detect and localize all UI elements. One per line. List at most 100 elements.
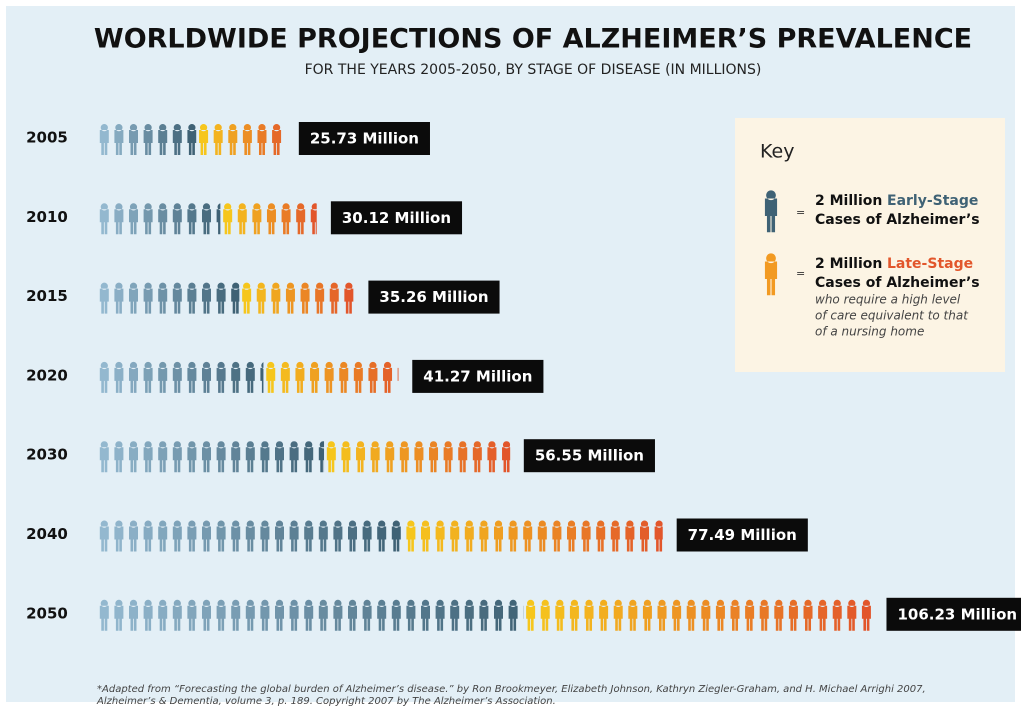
total-label-box [368,280,500,314]
person-icon [803,599,813,631]
icon-row-segment [99,203,221,235]
person-icon [143,599,153,631]
key-equals: = [796,206,805,219]
icon-row-segment [223,203,317,235]
person-icon [231,361,241,393]
person-icon [187,282,197,314]
key-unit: 2 Million [815,256,882,272]
person-icon [114,124,124,155]
person-icon [158,441,168,473]
icon-row-segment [526,599,871,631]
icon-row-segment [99,282,240,314]
person-icon [464,520,474,552]
person-icon [339,361,349,393]
person-icon [114,203,124,235]
person-icon [344,282,354,314]
person-icon [362,520,372,552]
person-icon [640,520,649,552]
person-icon [187,599,197,631]
person-icon [296,203,306,235]
person-icon [237,203,247,235]
person-icon [567,520,576,552]
key-text: Cases of Alzheimer’s [815,212,980,228]
person-icon [397,367,399,381]
person-icon [223,203,233,235]
person-icon [487,441,497,473]
person-icon [256,282,266,314]
total-label: 30.12 Million [342,209,451,227]
person-icon [310,361,320,393]
total-label: 41.27 Million [423,367,532,385]
person-icon [391,520,401,552]
key-box [735,118,1005,372]
person-icon [99,441,109,473]
person-icon [377,599,387,631]
person-icon [114,599,124,631]
person-icon [295,361,305,393]
category-label: 2015 [26,287,68,305]
key-note: who require a high level [815,293,961,307]
person-icon [300,282,310,314]
total-label: 106.23 Million [897,605,1017,623]
person-icon [199,124,209,155]
person-icon [450,599,460,631]
person-icon [508,520,518,552]
category-label: 2050 [26,604,68,622]
person-icon [266,361,276,393]
person-icon [774,599,784,631]
person-icon [172,599,182,631]
person-icon [143,124,153,155]
person-icon [128,599,138,631]
key-equals: = [796,267,805,280]
key-icon [764,190,778,233]
person-icon [99,282,109,314]
person-icon [143,203,153,235]
chart-subtitle: FOR THE YEARS 2005-2050, BY STAGE OF DIS… [305,62,762,78]
person-icon [383,361,393,393]
key-title: Key [760,141,794,163]
person-icon [285,282,295,314]
person-icon [599,599,609,631]
total-label: 56.55 Million [535,447,644,465]
person-icon [231,599,241,631]
person-icon [368,361,378,393]
total-label: 77.49 Million [688,526,797,544]
person-icon [158,124,168,155]
person-icon [158,203,168,235]
person-icon [435,599,445,631]
person-icon [581,520,591,552]
icon-row-segment [99,361,264,393]
icon-row-segment [99,599,524,631]
person-icon [260,362,264,393]
person-icon [143,441,153,473]
person-icon [245,599,255,631]
person-icon [201,441,211,473]
person-icon [216,361,226,393]
person-icon [266,203,276,235]
person-icon [610,520,620,552]
person-icon [187,361,197,393]
person-icon [552,520,562,552]
person-icon [333,599,343,631]
person-icon [143,520,153,552]
person-icon [356,441,366,473]
person-icon [216,520,226,552]
person-icon [158,599,168,631]
total-label: 35.26 Million [379,288,488,306]
person-icon [326,441,336,473]
person-icon [686,599,696,631]
person-icon [245,361,255,393]
person-icon [143,282,153,314]
icon-row-segment [99,124,197,155]
person-icon [257,124,267,155]
person-icon [745,599,755,631]
person-icon [280,361,290,393]
person-icon [788,599,798,631]
person-icon [370,441,380,473]
category-label: 2020 [26,366,68,384]
person-icon [353,361,363,393]
person-icon [494,599,503,631]
chart-title: WORLDWIDE PROJECTIONS OF ALZHEIMER’S PRE… [94,24,972,55]
person-icon [464,599,474,631]
person-icon [329,282,339,314]
